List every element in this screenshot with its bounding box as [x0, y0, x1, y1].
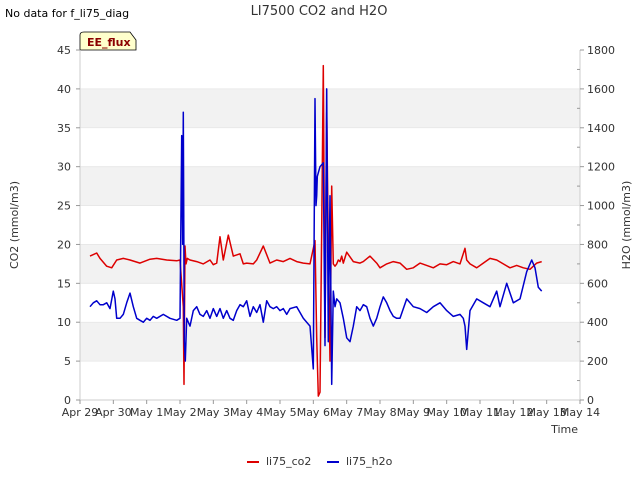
- left-tick-label: 45: [57, 44, 71, 57]
- left-tick-label: 0: [64, 394, 71, 407]
- no-data-note: No data for f_li75_diag: [5, 7, 129, 20]
- right-tick-label: 0: [587, 394, 594, 407]
- left-tick-label: 15: [57, 277, 71, 290]
- left-tick-label: 35: [57, 122, 71, 135]
- x-tick-label: May 7: [330, 406, 363, 419]
- x-tick-label: May 11: [460, 406, 500, 419]
- left-tick-label: 5: [64, 355, 71, 368]
- x-tick-label: May 5: [263, 406, 296, 419]
- x-tick-label: Apr 29: [62, 406, 99, 419]
- series-line-li75_h2o: [89, 88, 543, 386]
- x-axis-label: Time: [550, 423, 578, 436]
- right-tick-label: 200: [587, 355, 608, 368]
- badge-label: EE_flux: [87, 36, 131, 49]
- right-tick-label: 1800: [587, 44, 615, 57]
- legend: li75_co2 li75_h2o: [247, 455, 393, 468]
- x-tick-label: May 1: [130, 406, 163, 419]
- x-tick-label: May 10: [427, 406, 467, 419]
- right-tick-label: 1200: [587, 161, 615, 174]
- x-tick-label: May 2: [163, 406, 196, 419]
- legend-label-li75_co2: li75_co2: [266, 455, 311, 468]
- right-tick-label: 1000: [587, 200, 615, 213]
- x-tick-label: May 4: [230, 406, 263, 419]
- x-tick-label: May 12: [493, 406, 533, 419]
- x-tick-label: Apr 30: [95, 406, 132, 419]
- x-tick-label: May 3: [197, 406, 230, 419]
- right-y-axis-label: H2O (mmol/m3): [620, 181, 633, 270]
- left-tick-label: 25: [57, 200, 71, 213]
- badge-shape: [79, 31, 137, 51]
- right-tick-label: 600: [587, 277, 608, 290]
- right-tick-label: 800: [587, 238, 608, 251]
- left-y-axis-label: CO2 (mmol/m3): [8, 181, 21, 269]
- left-tick-label: 10: [57, 316, 71, 329]
- x-tick-label: May 13: [527, 406, 567, 419]
- right-tick-label: 1400: [587, 122, 615, 135]
- x-tick-label: May 6: [297, 406, 330, 419]
- left-y-ticks: 0 5 10 15 20 25 30 35 40 45: [57, 44, 80, 407]
- grid-band: [80, 88, 580, 128]
- chart-title: LI7500 CO2 and H2O: [251, 4, 388, 19]
- x-tick-label: May 14: [560, 406, 600, 419]
- left-tick-label: 20: [57, 238, 71, 251]
- right-tick-label: 400: [587, 316, 608, 329]
- x-tick-label: May 9: [397, 406, 430, 419]
- left-tick-label: 40: [57, 83, 71, 96]
- right-tick-label: 1600: [587, 83, 615, 96]
- x-tick-label: May 8: [363, 406, 396, 419]
- legend-label-li75_h2o: li75_h2o: [346, 455, 393, 468]
- right-y-ticks: 0 200 400 600 800 1000 1200 1400 1600 1800: [577, 44, 615, 407]
- left-tick-label: 30: [57, 161, 71, 174]
